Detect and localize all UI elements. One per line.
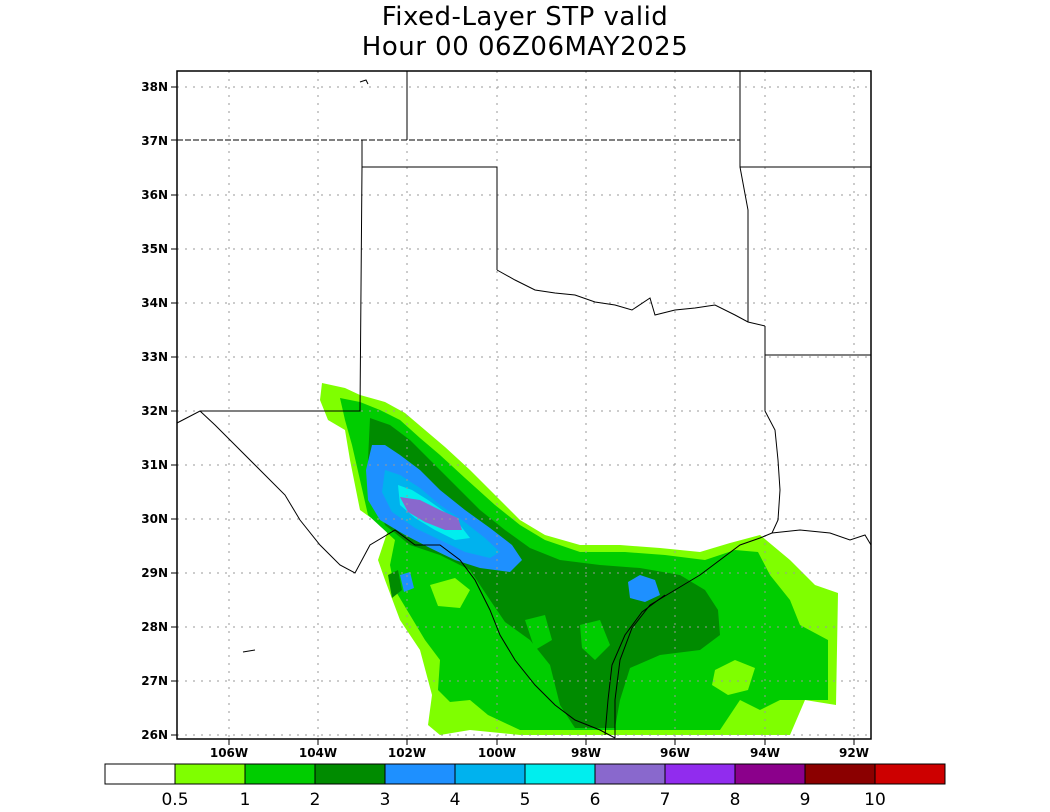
lat-label-28n: 28N (141, 620, 168, 634)
stp-contour-3-4-b (628, 575, 660, 602)
lat-label-33n: 33N (141, 350, 168, 364)
lon-label-98w: 98W (571, 746, 601, 760)
stp-hole-dg-2 (580, 620, 610, 660)
colorbar (104, 763, 946, 785)
lon-label-96w: 96W (660, 746, 690, 760)
lat-label-36n: 36N (141, 188, 168, 202)
lat-label-26n: 26N (141, 728, 168, 742)
colorbar-label-7: 7 (660, 790, 671, 810)
lake-marker-2 (242, 649, 256, 653)
colorbar-label-9: 9 (800, 790, 811, 810)
colorbar-label-8: 8 (730, 790, 741, 810)
border-nm-ok-tx (361, 140, 498, 270)
stp-hole-green-2 (712, 660, 755, 695)
border-nm-tx (177, 166, 363, 424)
colorbar-box-10 (804, 763, 876, 785)
map-frame (176, 70, 872, 740)
lat-label-34n: 34N (141, 296, 168, 310)
lon-label-100w: 100W (478, 746, 516, 760)
lat-label-35n: 35N (141, 242, 168, 256)
colorbar-box-7 (594, 763, 666, 785)
political-boundaries (177, 71, 871, 739)
colorbar-box-5 (454, 763, 526, 785)
colorbar-label-1: 1 (240, 790, 251, 810)
colorbar-box-0 (104, 763, 176, 785)
lat-label-29n: 29N (141, 566, 168, 580)
colorbar-label-5: 5 (520, 790, 531, 810)
border-ok-ar (739, 166, 749, 322)
border-rio-grande (199, 410, 616, 739)
colorbar-box-6 (524, 763, 596, 785)
colorbar-label-2: 2 (310, 790, 321, 810)
colorbar-label-6: 6 (590, 790, 601, 810)
colorbar-label-3: 3 (380, 790, 391, 810)
stp-contour-6-7 (400, 497, 462, 530)
lat-label-30n: 30N (141, 512, 168, 526)
lon-label-106w: 106W (210, 746, 248, 760)
lat-label-38n: 38N (141, 80, 168, 94)
latitude-labels: 38N 37N 36N 35N 34N 33N 32N 31N 30N 29N … (141, 80, 168, 742)
colorbar-box-11 (874, 763, 946, 785)
coast-texas-barrier (604, 594, 666, 736)
colorbar-box-2 (244, 763, 316, 785)
border-red-river (496, 269, 766, 327)
stp-shading (320, 383, 838, 735)
border-tx-la (764, 355, 781, 534)
axis-ticks (171, 86, 855, 745)
colorbar-label-0.5: 0.5 (161, 790, 188, 810)
lat-label-27n: 27N (141, 674, 168, 688)
stp-patch-1 (388, 570, 402, 598)
lon-label-94w: 94W (750, 746, 780, 760)
stp-contour-2-3 (368, 418, 720, 728)
coast-louisiana (771, 529, 871, 546)
colorbar-box-3 (314, 763, 386, 785)
stp-contour-3-4-c (400, 572, 414, 592)
chart-title-line2: Hour 00 06Z06MAY2025 (361, 32, 689, 62)
colorbar-label-10: 10 (864, 790, 886, 810)
lon-label-92w: 92W (839, 746, 869, 760)
lat-label-31n: 31N (141, 458, 168, 472)
chart-title-line1: Fixed-Layer STP valid (381, 2, 669, 32)
colorbar-label-4: 4 (450, 790, 461, 810)
stp-hole-dg-1 (525, 615, 552, 650)
lon-label-104w: 104W (299, 746, 337, 760)
colorbar-box-8 (664, 763, 736, 785)
lake-marker-1 (359, 79, 369, 85)
stp-hole-green-1 (430, 578, 470, 608)
lat-label-37n: 37N (141, 134, 168, 148)
longitude-labels: 106W 104W 102W 100W 98W 96W 94W 92W (210, 746, 869, 760)
colorbar-box-9 (734, 763, 806, 785)
lon-label-102w: 102W (388, 746, 426, 760)
lat-label-32n: 32N (141, 404, 168, 418)
colorbar-box-4 (384, 763, 456, 785)
coast-texas (614, 532, 773, 738)
colorbar-labels: 0.5 1 2 3 4 5 6 7 8 9 10 (161, 790, 885, 810)
colorbar-box-1 (174, 763, 246, 785)
